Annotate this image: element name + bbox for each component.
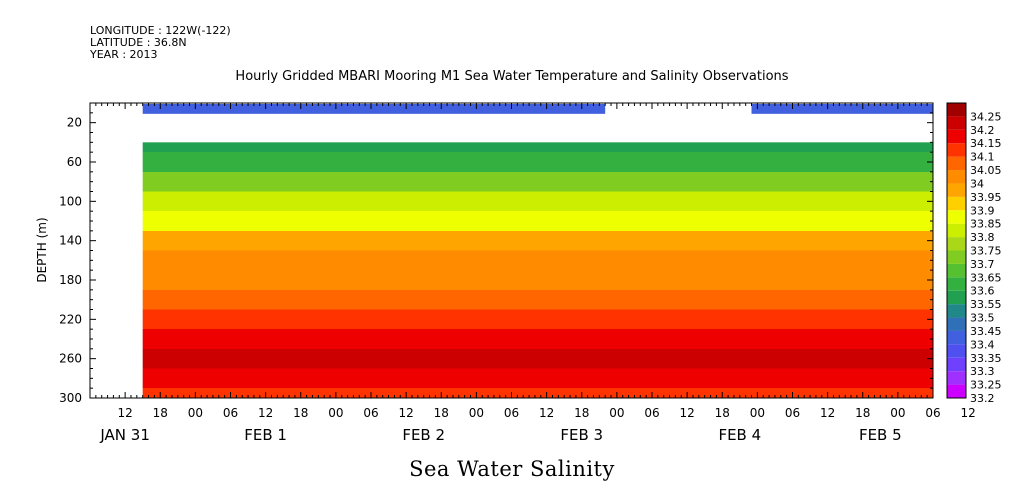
colorbar-label: 34.2: [970, 124, 995, 137]
x-tick-label: 00: [750, 406, 765, 420]
y-tick-label: 60: [67, 155, 82, 169]
x-tick-label: 00: [188, 406, 203, 420]
colorbar-swatch: [947, 263, 966, 278]
day-label: FEB 5: [859, 426, 902, 444]
colorbar-swatch: [947, 170, 966, 184]
longitude-label: LONGITUDE : 122W(-122): [90, 24, 231, 37]
colorbar-label: 33.45: [970, 325, 1002, 338]
x-tick-label: 12: [539, 406, 554, 420]
x-tick-label: 00: [609, 406, 624, 420]
colorbar-swatch: [947, 290, 966, 305]
chart-title: Hourly Gridded MBARI Mooring M1 Sea Wate…: [235, 69, 788, 84]
x-tick-label: 06: [925, 406, 940, 420]
x-tick-label: 06: [504, 406, 519, 420]
colorbar-label: 33.25: [970, 379, 1002, 392]
colorbar-swatch: [947, 250, 966, 264]
colorbar-label: 33.6: [970, 285, 995, 298]
plot-area: [142, 104, 933, 398]
variable-label: Sea Water Salinity: [409, 457, 615, 481]
colorbar-label: 33.35: [970, 352, 1002, 365]
y-axis: 20 60 100 140 180 220 260 300: [59, 102, 933, 405]
colorbar: 33.233.2533.333.3533.433.4533.533.5533.6…: [946, 102, 1002, 405]
salinity-field: [142, 142, 933, 398]
colorbar-swatch: [947, 317, 966, 331]
colorbar-label: 33.9: [970, 204, 995, 217]
colorbar-swatch: [947, 277, 966, 291]
x-tick-label: 06: [363, 406, 378, 420]
colorbar-label: 34.15: [970, 137, 1002, 150]
colorbar-swatch: [947, 103, 966, 117]
colorbar-swatch: [947, 116, 966, 130]
colorbar-swatch: [947, 210, 966, 224]
x-tick-label: 06: [644, 406, 659, 420]
colorbar-swatch: [947, 357, 966, 372]
x-tick-label: 12: [960, 406, 975, 420]
x-tick-label: 00: [890, 406, 905, 420]
colorbar-label: 33.7: [970, 258, 995, 271]
colorbar-swatch: [947, 384, 966, 398]
y-tick-label: 300: [59, 391, 82, 405]
colorbar-label: 34.25: [970, 110, 1002, 123]
y-tick-label: 100: [59, 194, 82, 208]
colorbar-swatch: [947, 183, 966, 197]
colorbar-label: 33.8: [970, 231, 995, 244]
x-tick-label: 06: [223, 406, 238, 420]
year-label: YEAR : 2013: [89, 48, 158, 61]
colorbar-swatch: [947, 223, 966, 238]
colorbar-label: 33.75: [970, 245, 1002, 258]
x-tick-label: 00: [469, 406, 484, 420]
day-label: FEB 4: [718, 426, 761, 444]
colorbar-label: 33.4: [970, 338, 995, 351]
day-label: JAN 31: [99, 426, 150, 444]
y-axis-label: DEPTH (m): [35, 217, 49, 282]
colorbar-swatch: [947, 371, 966, 385]
latitude-label: LATITUDE : 36.8N: [90, 36, 187, 49]
y-tick-label: 220: [59, 312, 82, 326]
surface-segments: [142, 104, 933, 114]
x-tick-label: 18: [715, 406, 730, 420]
x-tick-label: 00: [328, 406, 343, 420]
colorbar-swatch: [947, 344, 966, 358]
colorbar-label: 33.2: [970, 392, 995, 405]
x-tick-label: 12: [679, 406, 694, 420]
x-tick-label: 12: [398, 406, 413, 420]
colorbar-swatch: [947, 304, 966, 318]
colorbar-label: 34: [970, 177, 984, 190]
y-tick-label: 180: [59, 273, 82, 287]
x-tick-label: 12: [820, 406, 835, 420]
surface-segment: [751, 104, 933, 114]
colorbar-label: 33.5: [970, 312, 995, 325]
colorbar-label: 33.3: [970, 365, 995, 378]
x-tick-label: 06: [785, 406, 800, 420]
x-tick-label: 18: [434, 406, 449, 420]
x-tick-label: 18: [293, 406, 308, 420]
colorbar-swatch: [947, 156, 966, 171]
colorbar-label: 33.85: [970, 218, 1002, 231]
colorbar-label: 34.05: [970, 164, 1002, 177]
y-tick-label: 260: [59, 352, 82, 366]
day-label: FEB 3: [560, 426, 603, 444]
x-tick-label: 12: [117, 406, 132, 420]
x-tick-label: 12: [258, 406, 273, 420]
day-label: FEB 1: [244, 426, 287, 444]
colorbar-label: 33.65: [970, 271, 1002, 284]
x-axis: 12 18 00 06 12 18 00 06 12 18 00 06 12 18 00 06 12 18 00 06…: [89, 103, 976, 444]
colorbar-swatch: [947, 129, 966, 144]
colorbar-swatch: [947, 237, 966, 251]
colorbar-label: 34.1: [970, 151, 995, 164]
colorbar-swatch: [947, 196, 966, 211]
x-tick-label: 18: [855, 406, 870, 420]
colorbar-label: 33.55: [970, 298, 1002, 311]
y-tick-label: 20: [67, 116, 82, 130]
day-label: FEB 2: [402, 426, 445, 444]
colorbar-swatch: [947, 330, 966, 345]
colorbar-label: 33.95: [970, 191, 1002, 204]
surface-segment: [142, 104, 606, 114]
x-tick-label: 18: [574, 406, 589, 420]
colorbar-swatch: [947, 143, 966, 157]
x-tick-label: 18: [153, 406, 168, 420]
y-tick-label: 140: [59, 234, 82, 248]
